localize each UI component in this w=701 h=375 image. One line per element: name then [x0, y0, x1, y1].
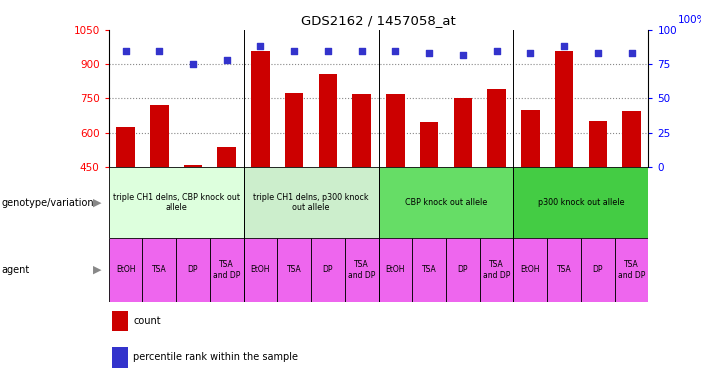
Bar	[581, 238, 615, 302]
Text: 100%: 100%	[678, 15, 701, 24]
Text: DP: DP	[458, 266, 468, 274]
Bar	[454, 98, 472, 167]
Text: triple CH1 delns, p300 knock
out allele: triple CH1 delns, p300 knock out allele	[253, 193, 369, 212]
Text: TSA
and DP: TSA and DP	[348, 260, 375, 280]
Bar	[345, 238, 379, 302]
Text: p300 knock out allele: p300 knock out allele	[538, 198, 624, 207]
Bar	[150, 105, 168, 167]
Bar	[622, 111, 641, 167]
Point	[390, 48, 401, 54]
Bar	[446, 238, 479, 302]
Point	[457, 52, 468, 58]
Bar	[278, 238, 311, 302]
Bar	[412, 238, 446, 302]
Title: GDS2162 / 1457058_at: GDS2162 / 1457058_at	[301, 15, 456, 27]
Bar	[251, 51, 270, 167]
Point	[559, 44, 570, 50]
Text: TSA
and DP: TSA and DP	[483, 260, 510, 280]
Bar	[210, 238, 244, 302]
Text: EtOH: EtOH	[251, 266, 270, 274]
Text: TSA: TSA	[287, 266, 301, 274]
Bar	[116, 127, 135, 167]
Text: TSA
and DP: TSA and DP	[213, 260, 240, 280]
Bar	[311, 238, 345, 302]
Bar	[109, 167, 244, 238]
Bar	[353, 94, 371, 167]
Bar	[109, 238, 142, 302]
Point	[322, 48, 334, 54]
Text: percentile rank within the sample: percentile rank within the sample	[133, 352, 298, 363]
Text: ▶: ▶	[93, 198, 101, 207]
Point	[423, 50, 435, 56]
Text: TSA: TSA	[557, 266, 571, 274]
Bar	[521, 110, 540, 167]
Bar	[285, 93, 304, 167]
Point	[154, 48, 165, 54]
Text: EtOH: EtOH	[521, 266, 540, 274]
Bar	[184, 165, 203, 167]
Text: TSA: TSA	[152, 266, 167, 274]
Text: CBP knock out allele: CBP knock out allele	[405, 198, 487, 207]
Text: DP: DP	[592, 266, 603, 274]
Bar	[142, 238, 176, 302]
Bar	[379, 238, 412, 302]
Point	[221, 57, 232, 63]
Text: EtOH: EtOH	[116, 266, 135, 274]
Bar	[217, 147, 236, 167]
Bar	[589, 121, 607, 167]
Text: ▶: ▶	[93, 265, 101, 275]
Text: triple CH1 delns, CBP knock out
allele: triple CH1 delns, CBP knock out allele	[113, 193, 240, 212]
Bar	[379, 167, 514, 238]
Bar	[615, 238, 648, 302]
Point	[187, 61, 198, 67]
Bar	[487, 89, 506, 167]
Text: TSA
and DP: TSA and DP	[618, 260, 645, 280]
Bar	[420, 122, 438, 167]
Text: agent: agent	[1, 265, 29, 275]
Bar	[554, 51, 573, 167]
Point	[255, 44, 266, 50]
Point	[592, 50, 604, 56]
Bar	[514, 167, 648, 238]
Bar	[386, 94, 404, 167]
Point	[120, 48, 131, 54]
Text: DP: DP	[322, 266, 333, 274]
Bar	[244, 167, 379, 238]
Bar	[244, 238, 278, 302]
Point	[356, 48, 367, 54]
Bar	[479, 238, 514, 302]
Bar	[112, 347, 128, 368]
Bar	[112, 310, 128, 331]
Text: TSA: TSA	[422, 266, 437, 274]
Bar	[514, 238, 547, 302]
Bar	[319, 75, 337, 167]
Text: count: count	[133, 316, 161, 326]
Point	[525, 50, 536, 56]
Point	[289, 48, 300, 54]
Point	[491, 48, 502, 54]
Text: genotype/variation: genotype/variation	[1, 198, 94, 207]
Point	[626, 50, 637, 56]
Text: EtOH: EtOH	[386, 266, 405, 274]
Bar	[547, 238, 581, 302]
Text: DP: DP	[188, 266, 198, 274]
Bar	[176, 238, 210, 302]
